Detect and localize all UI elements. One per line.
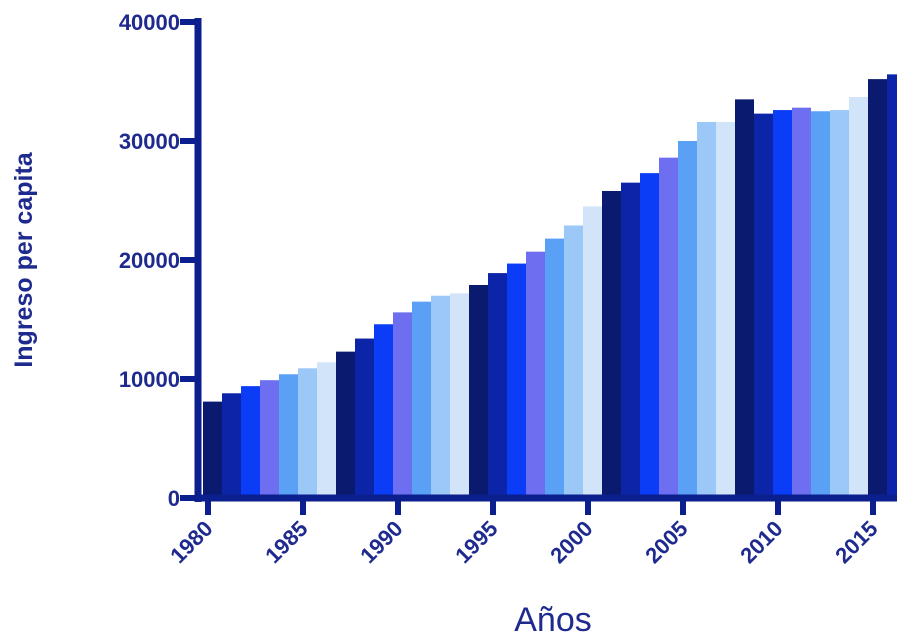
- y-tick-label: 20000: [119, 248, 180, 273]
- bars-group: [203, 74, 897, 499]
- bar-2003: [640, 173, 659, 498]
- x-ticks-group: 1980 1985 1990 1995 2000 2005 2010 2015: [165, 498, 883, 568]
- x-tick-label: 1985: [260, 516, 312, 568]
- bar-2015: [868, 79, 887, 499]
- bar-2002: [621, 182, 640, 498]
- x-tick-label: 1980: [165, 516, 217, 568]
- bar-2008: [735, 99, 754, 498]
- bar-2012: [811, 111, 830, 498]
- bar-1983: [260, 380, 279, 498]
- x-tick-label: 2015: [830, 516, 882, 568]
- y-tick-label: 30000: [119, 129, 180, 154]
- bar-2014: [849, 96, 868, 498]
- bar-2000: [583, 206, 602, 498]
- y-tick-label: 40000: [119, 10, 180, 35]
- x-tick-label: 2005: [640, 516, 692, 568]
- bar-2013: [830, 110, 849, 498]
- bar-1992: [431, 295, 450, 498]
- bar-1988: [355, 338, 374, 498]
- bar-1991: [412, 301, 431, 498]
- bar-1993: [450, 293, 469, 498]
- bar-1998: [545, 238, 564, 498]
- bar-1986: [317, 362, 336, 498]
- bar-1981: [222, 393, 241, 498]
- y-tick-label: 10000: [119, 367, 180, 392]
- y-tick-label: 0: [168, 486, 180, 511]
- bar-1997: [526, 251, 545, 498]
- y-ticks-group: 0 10000 20000 30000 40000: [119, 10, 198, 511]
- bar-1990: [393, 312, 412, 498]
- bar-1982: [241, 386, 260, 498]
- bar-1989: [374, 324, 393, 498]
- bar-1996: [507, 263, 526, 498]
- x-tick-label: 2000: [545, 516, 597, 568]
- y-axis-title: Ingreso per capita: [10, 151, 38, 367]
- bar-2010: [773, 110, 792, 498]
- bar-1980: [203, 401, 222, 498]
- bar-1995: [488, 273, 507, 498]
- bar-2009: [754, 113, 773, 498]
- bar-1999: [564, 225, 583, 499]
- bar-1987: [336, 351, 355, 498]
- bar-1985: [298, 368, 317, 498]
- bar-2005: [678, 141, 697, 498]
- x-tick-label: 2010: [735, 516, 787, 568]
- bar-2016: [887, 74, 897, 499]
- bar-2007: [716, 121, 735, 499]
- x-tick-label: 1990: [355, 516, 407, 568]
- bar-1994: [469, 284, 488, 498]
- x-axis-title: Años: [514, 601, 592, 639]
- bar-2004: [659, 157, 678, 498]
- x-tick-label: 1995: [450, 516, 502, 568]
- bar-2001: [602, 190, 621, 499]
- bar-2011: [792, 107, 811, 499]
- bar-1984: [279, 374, 298, 498]
- bar-2006: [697, 121, 716, 499]
